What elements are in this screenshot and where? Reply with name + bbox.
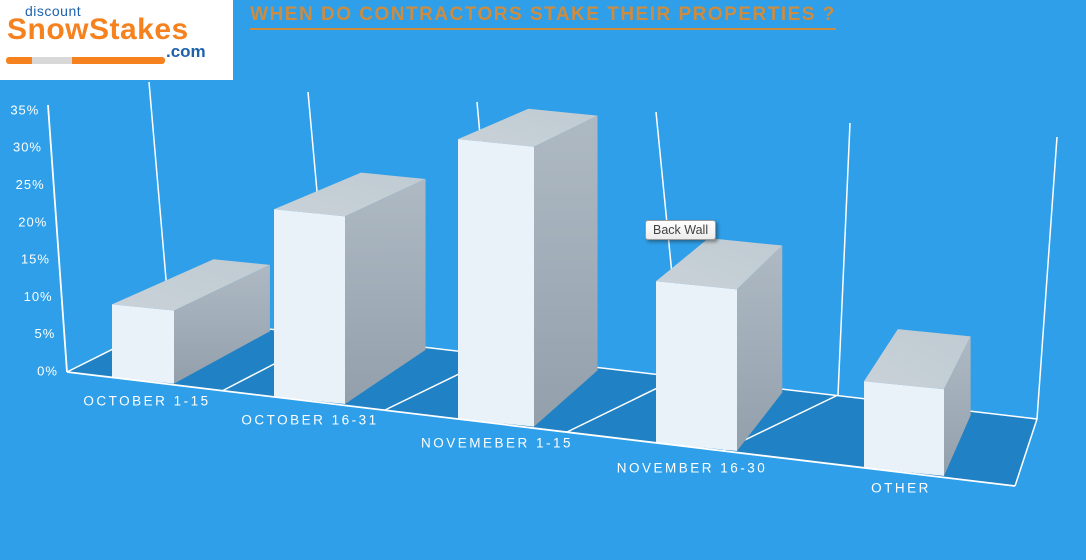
bar-top-face (458, 108, 598, 147)
floor-grid-line-6 (1014, 418, 1038, 487)
bar-top-face (864, 329, 971, 390)
bar-side-face (174, 264, 270, 384)
y-tick-label-5%: 5% (34, 326, 55, 341)
back-wall-grid-line-5[interactable] (1036, 136, 1058, 420)
category-label-other: OTHER (871, 481, 931, 496)
bar-october-16-31[interactable] (274, 172, 426, 405)
back-wall-grid-line-0[interactable] (148, 81, 170, 315)
value-axis-line (47, 104, 68, 373)
logo-brand-text: SnowStakes (7, 13, 189, 46)
bar-front-face (112, 304, 174, 384)
y-tick-label-20%: 20% (18, 214, 47, 229)
bar-side-face (534, 115, 598, 427)
y-tick-label-25%: 25% (16, 177, 45, 192)
bar-other[interactable] (864, 329, 971, 476)
bar-front-face (274, 209, 345, 405)
bar-front-face (458, 139, 534, 427)
bar-novemeber-1-15[interactable] (458, 108, 598, 427)
logo[interactable]: discount SnowStakes .com (0, 0, 233, 80)
bar-side-face (737, 245, 783, 451)
y-tick-label-35%: 35% (10, 102, 39, 117)
category-label-october-1-15: OCTOBER 1-15 (83, 394, 210, 409)
y-tick-label-15%: 15% (21, 252, 50, 267)
back-wall-grid-line-4[interactable] (837, 122, 851, 396)
bar-november-16-30[interactable] (656, 238, 783, 451)
bar-october-1-15[interactable] (112, 259, 270, 384)
bar-front-face (864, 381, 944, 476)
logo-domain-text: .com (166, 42, 206, 61)
category-label-novemeber-1-15: NOVEMEBER 1-15 (421, 436, 573, 451)
bar-side-face (345, 179, 426, 405)
logo-discount-text: discount (25, 3, 82, 19)
bar-front-face (656, 281, 737, 451)
bar-side-face (944, 336, 971, 476)
category-label-october-16-31: OCTOBER 16-31 (241, 413, 378, 428)
floor-front-edge (66, 371, 1016, 487)
y-tick-label-30%: 30% (13, 140, 42, 155)
y-tick-label-0%: 0% (37, 364, 58, 379)
bar-top-face (274, 172, 426, 217)
snow-stake-graphic (6, 57, 165, 64)
bar-top-face (656, 238, 783, 290)
y-tick-label-10%: 10% (24, 289, 53, 304)
category-label-november-16-30: NOVEMBER 16-30 (617, 461, 768, 476)
back-wall-tooltip: Back Wall (645, 220, 717, 240)
bar-top-face (112, 259, 270, 311)
